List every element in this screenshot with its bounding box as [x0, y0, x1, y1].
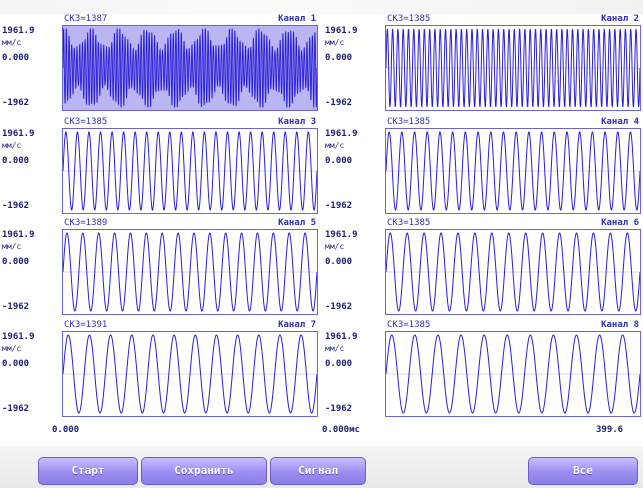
waveform-svg: [63, 232, 317, 312]
channel-name: Канал 8: [601, 320, 639, 330]
y-zero-label: 0.000: [325, 257, 353, 267]
waveform-plot[interactable]: [385, 331, 641, 417]
y-top-label: 1961.9: [2, 129, 35, 139]
waveform-line: [63, 232, 317, 312]
channel-skz: СКЗ=1385: [387, 14, 431, 24]
channel-panel-1: СКЗ=1387 Канал 1 1961.9 мм/с 0.000 -1962: [2, 14, 322, 122]
waveform-plot[interactable]: [385, 128, 641, 214]
channel-skz: СКЗ=1385: [64, 117, 108, 127]
waveform-line: [63, 131, 317, 211]
y-zero-label: 0.000: [325, 156, 353, 166]
y-top-label: 1961.9: [325, 26, 358, 36]
channel-name: Канал 1: [278, 14, 316, 24]
y-zero-label: 0.000: [325, 53, 353, 63]
channel-name: Канал 3: [278, 117, 316, 127]
waveform-line: [386, 334, 640, 414]
signal-button[interactable]: Сигнал: [270, 457, 366, 485]
y-zero-label: 0.000: [2, 53, 30, 63]
channel-panel-4: СКЗ=1385 Канал 4 1961.9 мм/с 0.000 -1962: [325, 117, 643, 225]
y-unit-label: мм/с: [2, 344, 22, 353]
channel-skz: СКЗ=1387: [64, 14, 108, 24]
waveform-svg: [63, 334, 317, 414]
waveform-plot[interactable]: [385, 25, 641, 111]
channel-name: Канал 4: [601, 117, 639, 127]
y-unit-label: мм/с: [325, 344, 345, 353]
waveform-line: [386, 131, 640, 211]
y-bottom-label: -1962: [2, 201, 30, 211]
x-axis-start-left: 0.000: [52, 425, 80, 435]
y-top-label: 1961.9: [325, 129, 358, 139]
y-top-label: 1961.9: [2, 230, 35, 240]
channel-skz: СКЗ=1391: [64, 320, 108, 330]
y-unit-label: мм/с: [2, 242, 22, 251]
save-button[interactable]: Сохранить: [141, 457, 267, 485]
y-bottom-label: -1962: [2, 302, 30, 312]
y-top-label: 1961.9: [2, 332, 35, 342]
channel-panel-3: СКЗ=1385 Канал 3 1961.9 мм/с 0.000 -1962: [2, 117, 322, 225]
channel-skz: СКЗ=1385: [387, 117, 431, 127]
waveform-line: [386, 28, 640, 108]
y-unit-label: мм/с: [325, 38, 345, 47]
y-top-label: 1961.9: [2, 26, 35, 36]
x-axis-end-right: 399.6: [596, 425, 624, 435]
channel-name: Канал 2: [601, 14, 639, 24]
waveform-line: [63, 334, 317, 414]
y-bottom-label: -1962: [325, 98, 353, 108]
all-button[interactable]: Все: [528, 457, 638, 485]
y-bottom-label: -1962: [325, 201, 353, 211]
y-bottom-label: -1962: [325, 404, 353, 414]
channel-panel-8: СКЗ=1385 Канал 8 1961.9 мм/с 0.000 -1962: [325, 320, 643, 428]
y-zero-label: 0.000: [2, 359, 30, 369]
y-bottom-label: -1962: [2, 404, 30, 414]
y-unit-label: мм/с: [2, 38, 22, 47]
channel-name: Канал 5: [278, 218, 316, 228]
y-unit-label: мм/с: [325, 141, 345, 150]
y-zero-label: 0.000: [2, 257, 30, 267]
channel-name: Канал 6: [601, 218, 639, 228]
top-strip: [0, 0, 643, 14]
channel-panel-5: СКЗ=1389 Канал 5 1961.9 мм/с 0.000 -1962: [2, 218, 322, 326]
waveform-svg: [63, 26, 317, 110]
channel-name: Канал 7: [278, 320, 316, 330]
waveform-plot[interactable]: [62, 25, 318, 111]
y-bottom-label: -1962: [325, 302, 353, 312]
y-zero-label: 0.000: [325, 359, 353, 369]
waveform-line: [386, 232, 640, 312]
waveform-line: [63, 27, 317, 109]
channel-panel-6: СКЗ=1385 Канал 6 1961.9 мм/с 0.000 -1962: [325, 218, 643, 326]
waveform-svg: [386, 334, 640, 414]
channel-panel-7: СКЗ=1391 Канал 7 1961.9 мм/с 0.000 -1962: [2, 320, 322, 428]
waveform-svg: [386, 131, 640, 211]
y-top-label: 1961.9: [325, 230, 358, 240]
waveform-svg: [386, 232, 640, 312]
y-bottom-label: -1962: [2, 98, 30, 108]
x-axis-start-right: 0.000мс: [322, 425, 360, 435]
channel-skz: СКЗ=1385: [387, 320, 431, 330]
channel-panel-2: СКЗ=1385 Канал 2 1961.9 мм/с 0.000 -1962: [325, 14, 643, 122]
start-button[interactable]: Старт: [38, 457, 138, 485]
waveform-plot[interactable]: [62, 128, 318, 214]
y-zero-label: 0.000: [2, 156, 30, 166]
waveform-plot[interactable]: [62, 229, 318, 315]
waveform-svg: [63, 131, 317, 211]
channel-skz: СКЗ=1389: [64, 218, 108, 228]
y-unit-label: мм/с: [325, 242, 345, 251]
channel-skz: СКЗ=1385: [387, 218, 431, 228]
y-top-label: 1961.9: [325, 332, 358, 342]
waveform-plot[interactable]: [385, 229, 641, 315]
waveform-svg: [386, 28, 640, 108]
waveform-plot[interactable]: [62, 331, 318, 417]
y-unit-label: мм/с: [2, 141, 22, 150]
